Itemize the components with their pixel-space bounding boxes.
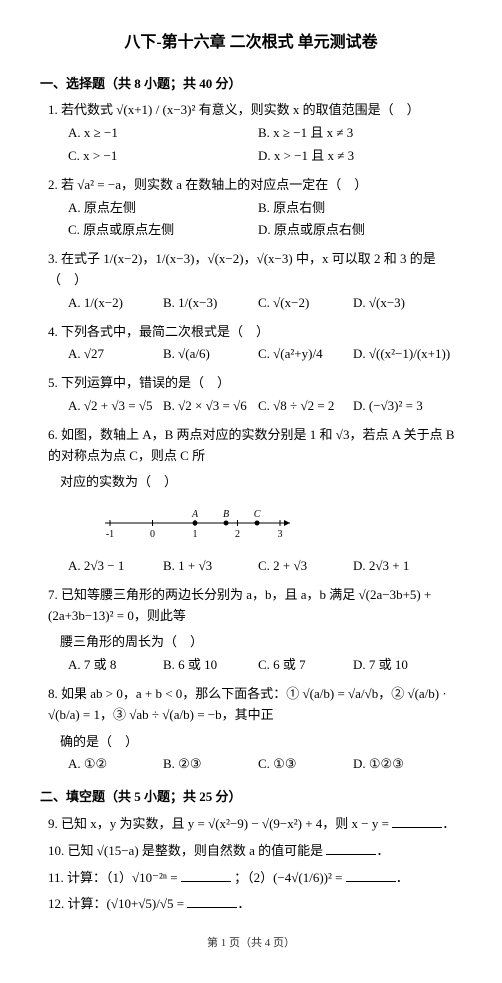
- svg-text:B: B: [223, 509, 229, 520]
- q1-d: D. x > −1 且 x ≠ 3: [258, 146, 448, 167]
- q11a-text: 11. 计算：（1）√10⁻²ⁿ =: [48, 870, 181, 885]
- q1-b: B. x ≥ −1 且 x ≠ 3: [258, 123, 448, 144]
- q3-a: A. 1/(x−2): [68, 293, 163, 314]
- q3-b: B. 1/(x−3): [163, 293, 258, 314]
- q2-d: D. 原点或原点右侧: [258, 220, 448, 241]
- page-footer: 第 1 页（共 4 页）: [40, 935, 462, 953]
- q4-c: C. √(a²+y)/4: [258, 344, 353, 365]
- svg-text:-1: -1: [106, 529, 114, 540]
- q12-text: 12. 计算：(√10+√5)/√5 =: [48, 896, 187, 911]
- q8-b: B. ②③: [163, 754, 258, 775]
- q10-text: 10. 已知 √(15−a) 是整数，则自然数 a 的值可能是: [48, 843, 326, 858]
- q5-options: A. √2 + √3 = √5 B. √2 × √3 = √6 C. √8 ÷ …: [68, 396, 462, 419]
- q1-a: A. x ≥ −1: [68, 123, 258, 144]
- q12-blank: [187, 894, 237, 908]
- q3-d: D. √(x−3): [353, 293, 448, 314]
- svg-text:A: A: [191, 509, 199, 520]
- q11b-text: ；（2）(−4√(1/6))² =: [234, 870, 346, 885]
- q6-options: A. 2√3 − 1 B. 1 + √3 C. 2 + √3 D. 2√3 + …: [68, 556, 462, 579]
- svg-text:0: 0: [150, 529, 155, 540]
- q8-d: D. ①②③: [353, 754, 448, 775]
- q9-text: 9. 已知 x，y 为实数，且 y = √(x²−9) − √(9−x²) + …: [48, 816, 392, 831]
- q7-stem-line2: 腰三角形的周长为（ ）: [60, 632, 462, 653]
- q6-stem-line2: 对应的实数为（ ）: [60, 472, 462, 493]
- q1-stem: 1. 若代数式 √(x+1) / (x−3)² 有意义，则实数 x 的取值范围是…: [48, 100, 462, 121]
- q3-stem: 3. 在式子 1/(x−2)，1/(x−3)，√(x−2)，√(x−3) 中，x…: [48, 249, 462, 291]
- q6-number-line: -1 0 1 2 3 A B C: [100, 501, 462, 548]
- q11: 11. 计算：（1）√10⁻²ⁿ = ；（2）(−4√(1/6))² = ．: [48, 868, 462, 889]
- q2-b: B. 原点右侧: [258, 198, 448, 219]
- q10-blank: [326, 841, 376, 855]
- q5-a: A. √2 + √3 = √5: [68, 396, 163, 417]
- section1-header: 一、选择题（共 8 小题；共 40 分）: [40, 74, 462, 95]
- q2-options: A. 原点左侧 B. 原点右侧 C. 原点或原点左侧 D. 原点或原点右侧: [68, 198, 462, 244]
- q11a-blank: [181, 868, 231, 882]
- q3-c: C. √(x−2): [258, 293, 353, 314]
- q7-c: C. 6 或 7: [258, 655, 353, 676]
- q1-c: C. x > −1: [68, 146, 258, 167]
- svg-text:3: 3: [278, 529, 283, 540]
- page-title: 八下-第十六章 二次根式 单元测试卷: [40, 30, 462, 56]
- q8-options: A. ①② B. ②③ C. ①③ D. ①②③: [68, 754, 462, 777]
- q4-a: A. √27: [68, 344, 163, 365]
- q6-a: A. 2√3 − 1: [68, 556, 163, 577]
- q8-a: A. ①②: [68, 754, 163, 775]
- q5-d: D. (−√3)² = 3: [353, 396, 448, 417]
- q4-options: A. √27 B. √(a/6) C. √(a²+y)/4 D. √((x²−1…: [68, 344, 462, 367]
- q7-d: D. 7 或 10: [353, 655, 448, 676]
- q6-c: C. 2 + √3: [258, 556, 353, 577]
- q11b-blank: [346, 868, 396, 882]
- q7-a: A. 7 或 8: [68, 655, 163, 676]
- q3-options: A. 1/(x−2) B. 1/(x−3) C. √(x−2) D. √(x−3…: [68, 293, 462, 316]
- svg-text:1: 1: [193, 529, 198, 540]
- q4-stem: 4. 下列各式中，最简二次根式是（ ）: [48, 322, 462, 343]
- q8-c: C. ①③: [258, 754, 353, 775]
- q6-stem-line1: 6. 如图，数轴上 A，B 两点对应的实数分别是 1 和 √3，若点 A 关于点…: [48, 425, 462, 467]
- q1-options: A. x ≥ −1 B. x ≥ −1 且 x ≠ 3 C. x > −1 D.…: [68, 123, 462, 169]
- q8-stem-line2: 确的是（ ）: [60, 732, 462, 753]
- q5-b: B. √2 × √3 = √6: [163, 396, 258, 417]
- q5-c: C. √8 ÷ √2 = 2: [258, 396, 353, 417]
- q12: 12. 计算：(√10+√5)/√5 = ．: [48, 894, 462, 915]
- q2-a: A. 原点左侧: [68, 198, 258, 219]
- svg-text:2: 2: [235, 529, 240, 540]
- q5-stem: 5. 下列运算中，错误的是（ ）: [48, 373, 462, 394]
- q8-stem-line1: 8. 如果 ab > 0，a + b < 0，那么下面各式：① √(a/b) =…: [48, 684, 462, 726]
- q9: 9. 已知 x，y 为实数，且 y = √(x²−9) − √(9−x²) + …: [48, 814, 462, 835]
- q6-b: B. 1 + √3: [163, 556, 258, 577]
- q4-b: B. √(a/6): [163, 344, 258, 365]
- svg-text:C: C: [254, 509, 261, 520]
- q7-stem-line1: 7. 已知等腰三角形的两边长分别为 a，b，且 a，b 满足 √(2a−3b+5…: [48, 585, 462, 627]
- q6-d: D. 2√3 + 1: [353, 556, 448, 577]
- q2-c: C. 原点或原点左侧: [68, 220, 258, 241]
- q9-blank: [392, 814, 442, 828]
- q7-b: B. 6 或 10: [163, 655, 258, 676]
- q4-d: D. √((x²−1)/(x+1)): [353, 344, 450, 365]
- q2-stem: 2. 若 √a² = −a，则实数 a 在数轴上的对应点一定在（ ）: [48, 175, 462, 196]
- q10: 10. 已知 √(15−a) 是整数，则自然数 a 的值可能是 ．: [48, 841, 462, 862]
- q7-options: A. 7 或 8 B. 6 或 10 C. 6 或 7 D. 7 或 10: [68, 655, 462, 678]
- section2-header: 二、填空题（共 5 小题；共 25 分）: [40, 787, 462, 808]
